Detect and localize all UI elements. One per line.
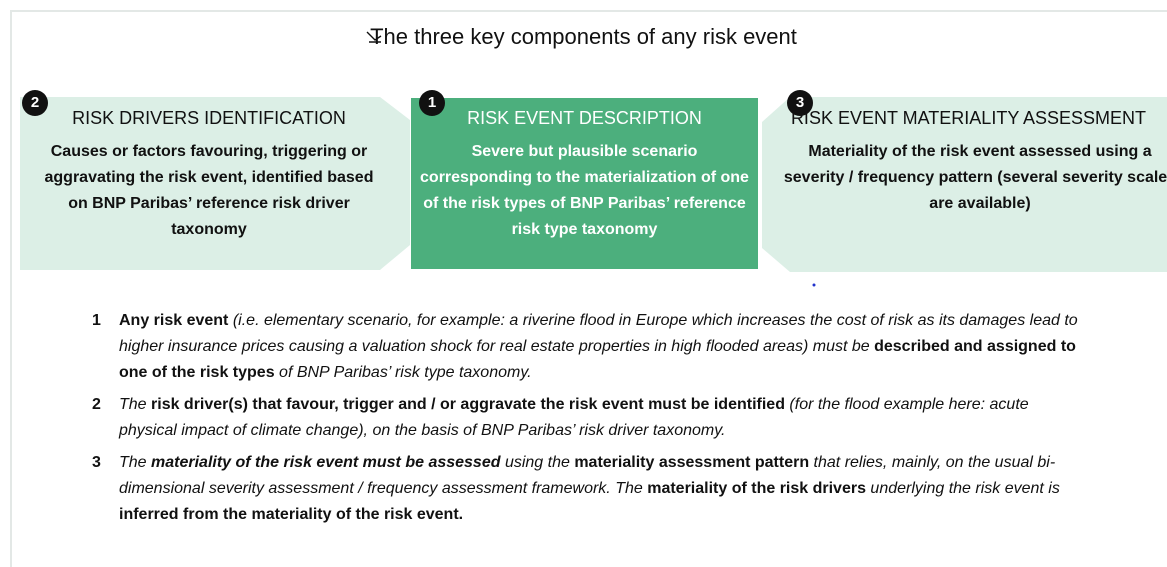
box-bg (762, 97, 1167, 272)
item-text: materiality assessment pattern (574, 454, 810, 471)
box-text: Causes or factors favouring, triggering … (44, 143, 374, 238)
box-heading: RISK EVENT MATERIALITY ASSESSMENT (790, 108, 1147, 128)
box-bg (411, 98, 758, 269)
box: RISK DRIVERS IDENTIFICATION Causes or fac… (20, 98, 398, 270)
item-number: 1 (92, 312, 101, 329)
item-number: 3 (92, 454, 101, 471)
box-shapes (20, 31, 1167, 287)
item-text: of BNP Paribas’ risk type taxonomy. (274, 364, 532, 381)
list-item: 2 The risk driver(s) that favour, trigger… (90, 392, 1090, 444)
number-badge: 3 (787, 90, 813, 116)
number-badge: 1 (419, 90, 445, 116)
number-badge: 2 (22, 90, 48, 116)
box-text: Severe but plausible scenario correspond… (420, 143, 749, 238)
box: RISK EVENT MATERIALITY ASSESSMENT Materia… (770, 98, 1167, 270)
frame (10, 10, 1167, 567)
box-text: Materiality of the risk event assessed u… (783, 143, 1167, 212)
item-text: inferred from the materiality of the ris… (119, 506, 464, 523)
item-text: (for the flood example here: acute physi… (119, 396, 1029, 439)
item-text: described and assigned to one of the ris… (119, 338, 1076, 381)
item-text: that relies, mainly, on the usual bi-dim… (119, 454, 1056, 497)
item-text: (i.e. elementary scenario, for example: … (119, 312, 1078, 355)
item-text: materiality of the risk drivers (647, 480, 866, 497)
item-text: using the (500, 454, 575, 471)
item-number: 2 (92, 396, 101, 413)
box-heading: RISK DRIVERS IDENTIFICATION (72, 108, 346, 128)
box: RISK EVENT DESCRIPTION Severe but plausib… (411, 98, 758, 270)
title: The three key components of any risk eve… (370, 24, 797, 49)
item-text: risk driver(s) that favour, trigger and … (151, 396, 785, 413)
title-icon (366, 31, 382, 43)
box-heading: RISK EVENT DESCRIPTION (467, 108, 702, 128)
item-list: 1 Any risk event (i.e. elementary scenari… (90, 308, 1090, 534)
item-text: underlying the risk event is (865, 480, 1060, 497)
item-text: The (119, 396, 152, 413)
item-text: Any risk event (119, 312, 229, 329)
dot (812, 283, 816, 287)
list-item: 3 The materiality of the risk event must … (90, 450, 1090, 528)
list-item: 1 Any risk event (i.e. elementary scenari… (90, 308, 1090, 386)
item-text: The (119, 454, 152, 471)
box-bg (20, 97, 410, 270)
item-text: materiality of the risk event must be as… (151, 454, 501, 471)
